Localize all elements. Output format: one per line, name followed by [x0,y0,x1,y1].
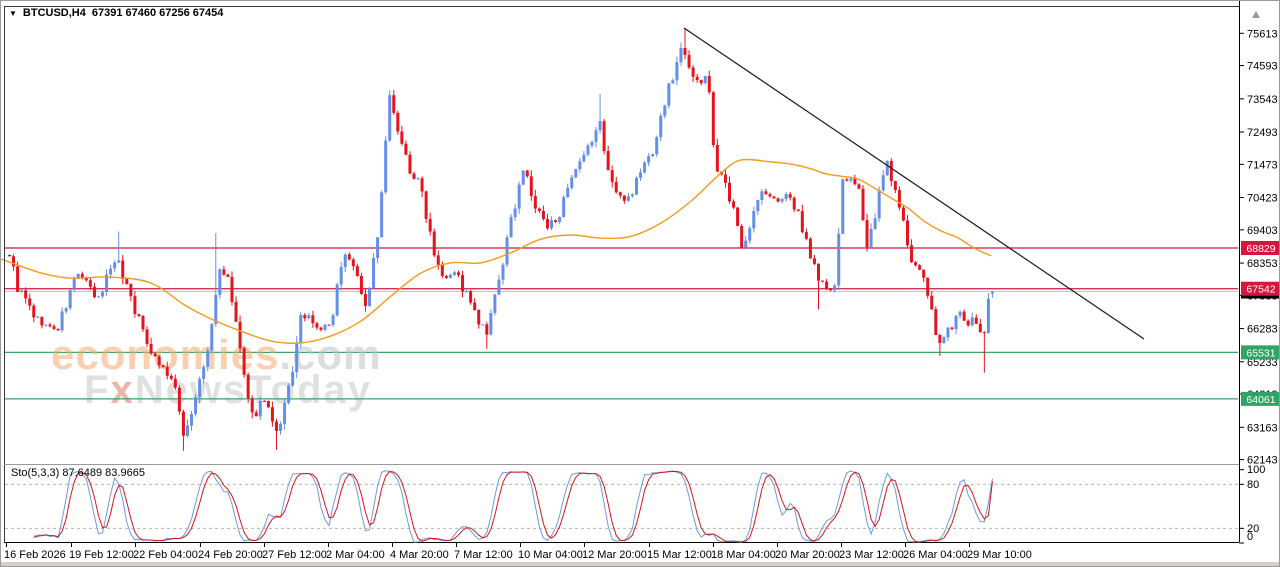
moving-average-line[interactable] [1,158,992,344]
time-axis-label: 15 Mar 12:00 [647,549,712,561]
time-axis-label: 4 Mar 20:00 [390,549,449,561]
time-axis-label: 16 Feb 2026 [4,549,66,561]
price-axis-label: 68353 [1247,258,1278,270]
level-badge-67542: 67542 [1241,281,1279,296]
price-axis-label: 73543 [1247,94,1278,106]
svg-text:economies.com: economies.com [51,331,381,378]
time-axis-label: 26 Mar 04:00 [903,549,968,561]
time-axis-label: 12 Mar 20:00 [582,549,647,561]
stoch-axis-label: 0 [1247,531,1253,543]
time-axis-label: 10 Mar 04:00 [518,549,583,561]
stoch-d-line [33,470,993,543]
price-axis-label: 69403 [1247,225,1278,237]
candlestick-series [8,28,994,451]
time-axis-label: 19 Feb 12:00 [69,549,134,561]
time-axis-label: 2 Mar 04:00 [326,549,385,561]
time-axis-label: 23 Mar 12:00 [839,549,904,561]
price-axis-label: 72493 [1247,127,1278,139]
stoch-axis-label: 100 [1247,464,1265,476]
level-badge-64061: 64061 [1241,391,1279,406]
descending-trendline[interactable] [683,27,1145,340]
chart-title: ▼ BTCUSD,H4 67391 67460 67256 67454 [9,7,223,19]
time-axis-label: 24 Feb 20:00 [198,549,263,561]
svg-text:67542: 67542 [1246,284,1275,296]
time-axis-label: 7 Mar 12:00 [454,549,513,561]
time-axis-label: 18 Mar 04:00 [711,549,776,561]
price-axis-labels: 75613 74593 73543 72493 71473 70423 69403 68353… [1239,28,1278,467]
price-axis-label: 63163 [1247,422,1278,434]
svg-text:65531: 65531 [1246,347,1275,359]
window-bottom-edge [1,562,1279,566]
time-axis-label: 22 Feb 04:00 [133,549,198,561]
stoch-axis-label: 20 [1247,523,1259,535]
symbol-period-label: BTCUSD,H4 [22,7,86,19]
price-axis-label: 62143 [1247,455,1278,467]
time-axis-labels: 16 Feb 2026 19 Feb 12:00 22 Feb 04:00 24 Fe… [4,542,1032,561]
level-badge-68829: 68829 [1241,241,1279,255]
svg-text:64061: 64061 [1246,394,1275,406]
watermark-economies: economies.com [51,331,381,378]
time-axis-label: 29 Mar 10:00 [967,549,1032,561]
stoch-axis-label: 80 [1247,479,1259,491]
stochastic-indicator-label: Sto(5,3,3) 87.6489 83.9665 [11,467,145,479]
price-axis-label: 71473 [1247,159,1278,171]
chart-shift-marker [1252,11,1260,18]
symbol-dropdown-icon[interactable]: ▼ [9,9,17,18]
price-axis-label: 75613 [1247,28,1278,40]
time-axis-label: 27 Feb 12:00 [262,549,327,561]
price-axis-label: 66283 [1247,324,1278,336]
level-badge-65531: 65531 [1241,345,1279,360]
price-axis-label: 70423 [1247,193,1278,205]
time-axis-label: 20 Mar 20:00 [775,549,840,561]
svg-text:68829: 68829 [1246,243,1275,255]
stoch-axis-labels: 100 80 200 [1239,464,1265,544]
price-axis-label: 74593 [1247,61,1278,73]
price-axis-label: 65233 [1247,357,1278,369]
ohlc-values: 67391 67460 67256 67454 [91,7,224,19]
